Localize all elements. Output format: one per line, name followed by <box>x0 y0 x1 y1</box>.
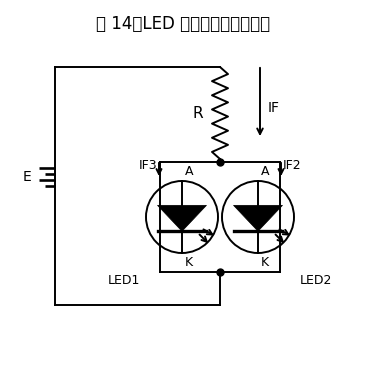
Text: IF: IF <box>268 101 280 115</box>
Text: LED2: LED2 <box>300 274 333 287</box>
Text: IF2: IF2 <box>283 159 302 172</box>
Polygon shape <box>233 205 283 231</box>
Text: 図 14　LED が並列で抵抗が１本: 図 14 LED が並列で抵抗が１本 <box>96 15 270 33</box>
Text: K: K <box>185 256 193 269</box>
Text: K: K <box>261 256 269 269</box>
Text: IF3: IF3 <box>138 159 157 172</box>
Text: A: A <box>261 165 269 178</box>
Polygon shape <box>157 205 207 231</box>
Text: LED1: LED1 <box>108 274 140 287</box>
Text: A: A <box>185 165 193 178</box>
Text: R: R <box>193 106 203 121</box>
Text: E: E <box>23 170 31 184</box>
